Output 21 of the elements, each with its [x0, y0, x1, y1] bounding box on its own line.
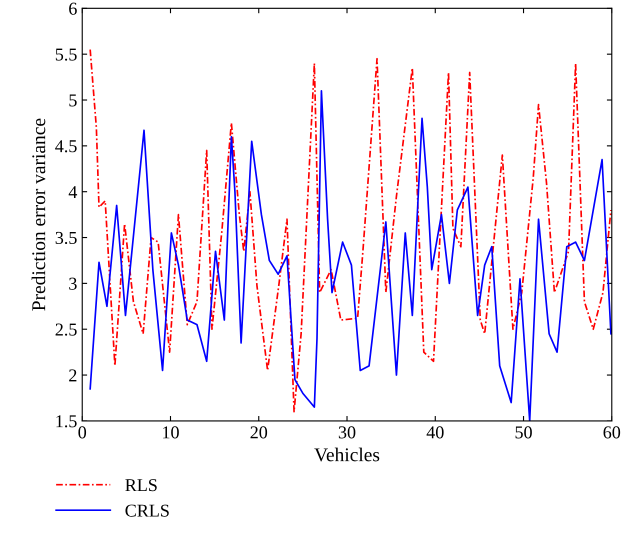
x-tick-label: 20: [250, 426, 268, 438]
y-tick-label: 1.5: [56, 415, 77, 428]
y-axis-title: Prediction error variance: [32, 118, 46, 311]
y-tick-label: 3: [69, 278, 77, 290]
y-tick-label: 6: [69, 2, 77, 15]
y-tick-label: 2: [69, 369, 76, 382]
y-tick-label: 4.5: [55, 140, 77, 152]
x-axis-title: Vehicles: [314, 448, 380, 462]
y-tick-label: 3.5: [56, 232, 77, 244]
y-tick-label: 5.5: [56, 48, 77, 61]
y-tick-label: 2.5: [56, 324, 77, 336]
legend-label: RLS: [125, 479, 157, 492]
x-tick-label: 10: [163, 426, 179, 438]
legend-label: CRLS: [125, 504, 169, 517]
x-tick-label: 60: [604, 426, 620, 438]
x-tick-label: 30: [338, 426, 356, 438]
y-tick-label: 5: [69, 94, 77, 106]
y-tick-label: 4: [68, 186, 78, 198]
x-tick-label: 50: [516, 426, 532, 438]
x-tick-label: 0: [78, 426, 86, 438]
x-tick-label: 40: [426, 426, 444, 438]
